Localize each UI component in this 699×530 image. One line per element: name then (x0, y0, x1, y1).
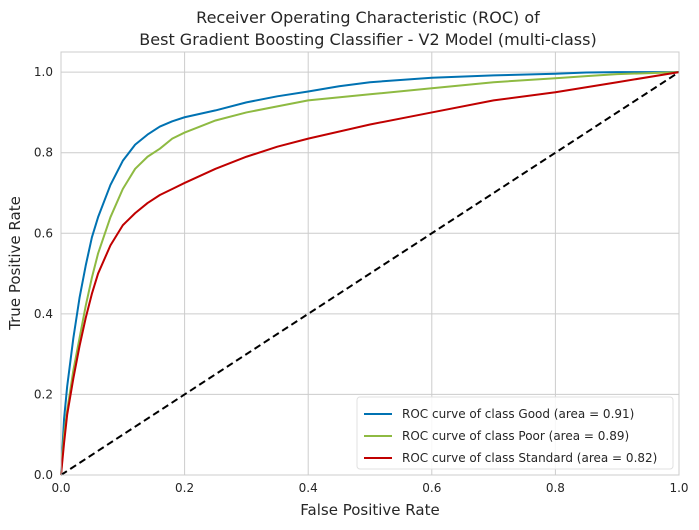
tick-labels: 0.0 0.2 0.4 0.6 0.8 1.0 0.0 0.2 0.4 0.6 0.8 1.0 (34, 65, 689, 495)
legend-entry: ROC curve of class Standard (area = 0.82… (402, 451, 657, 465)
y-tick-label: 0.0 (34, 468, 53, 482)
grid-lines (60, 52, 680, 476)
x-tick-label: 0.2 (175, 481, 194, 495)
legend-entry: ROC curve of class Poor (area = 0.89) (402, 429, 629, 443)
x-axis-label: False Positive Rate (300, 501, 439, 519)
y-axis-label: True Positive Rate (6, 196, 24, 331)
y-tick-label: 1.0 (34, 65, 53, 79)
roc-curve-series-1 (60, 71, 680, 476)
x-tick-label: 0.8 (546, 481, 565, 495)
x-tick-label: 0.6 (422, 481, 441, 495)
legend-box (356, 396, 674, 470)
y-tick-label: 0.6 (34, 226, 53, 240)
roc-curve-series-2 (60, 71, 680, 476)
x-tick-label: 0.0 (51, 481, 70, 495)
y-tick-label: 0.2 (34, 387, 53, 401)
roc-curve-series-0 (60, 71, 679, 476)
x-tick-label: 0.4 (299, 481, 318, 495)
y-tick-label: 0.8 (34, 146, 53, 160)
chart-title-line-1: Receiver Operating Characteristic (ROC) … (196, 8, 540, 27)
legend-entry: ROC curve of class Good (area = 0.91) (402, 407, 634, 421)
series-lines (60, 71, 680, 476)
plot-frame (60, 51, 680, 476)
x-tick-label: 1.0 (669, 481, 688, 495)
diagonal-reference-line (60, 71, 680, 476)
y-tick-label: 0.4 (34, 307, 53, 321)
legend: ROC curve of class Good (area = 0.91) ROC… (356, 396, 674, 470)
chart-title-line-2: Best Gradient Boosting Classifier - V2 M… (139, 30, 596, 49)
